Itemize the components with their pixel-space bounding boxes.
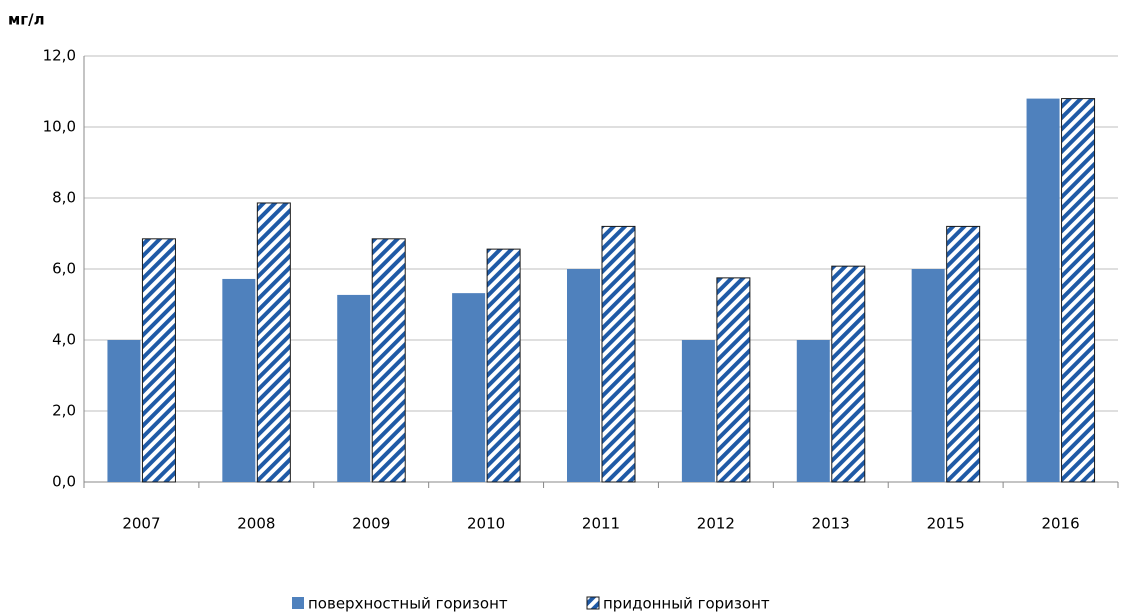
x-tick-label: 2011 (582, 515, 620, 533)
y-tick-label: 0,0 (52, 473, 76, 491)
bar (141, 238, 176, 483)
bar (222, 278, 256, 482)
bar (107, 340, 141, 482)
bar (371, 238, 406, 483)
x-tick-label: 2013 (812, 515, 850, 533)
x-tick-label: 2010 (467, 515, 505, 533)
bar (452, 293, 486, 482)
x-tick-label: 2009 (352, 515, 390, 533)
bar (1026, 98, 1060, 482)
bar (486, 248, 521, 483)
y-tick-label: 2,0 (52, 402, 76, 420)
y-tick-label: 10,0 (43, 118, 76, 136)
bar (796, 340, 830, 482)
y-tick-label: 12,0 (43, 47, 76, 65)
bar (911, 269, 945, 482)
y-tick-label: 4,0 (52, 331, 76, 349)
legend-swatch (292, 597, 304, 609)
y-unit: мг/л (8, 11, 45, 29)
x-tick-label: 2012 (697, 515, 735, 533)
legend-swatch (586, 596, 600, 610)
bar (716, 277, 751, 483)
bar (831, 265, 866, 483)
legend-label: поверхностный горизонт (308, 595, 508, 613)
bar (681, 340, 715, 482)
y-tick-label: 6,0 (52, 260, 76, 278)
bar (946, 225, 981, 483)
y-tick-label: 8,0 (52, 189, 76, 207)
x-tick-label: 2016 (1041, 515, 1079, 533)
bar (601, 225, 636, 483)
x-tick-label: 2015 (927, 515, 965, 533)
x-tick-label: 2008 (237, 515, 275, 533)
bar (567, 269, 600, 482)
legend-label: придонный горизонт (603, 595, 770, 613)
bar (337, 294, 371, 482)
bar (1061, 98, 1096, 483)
x-tick-label: 2007 (122, 515, 160, 533)
bar (256, 202, 291, 483)
